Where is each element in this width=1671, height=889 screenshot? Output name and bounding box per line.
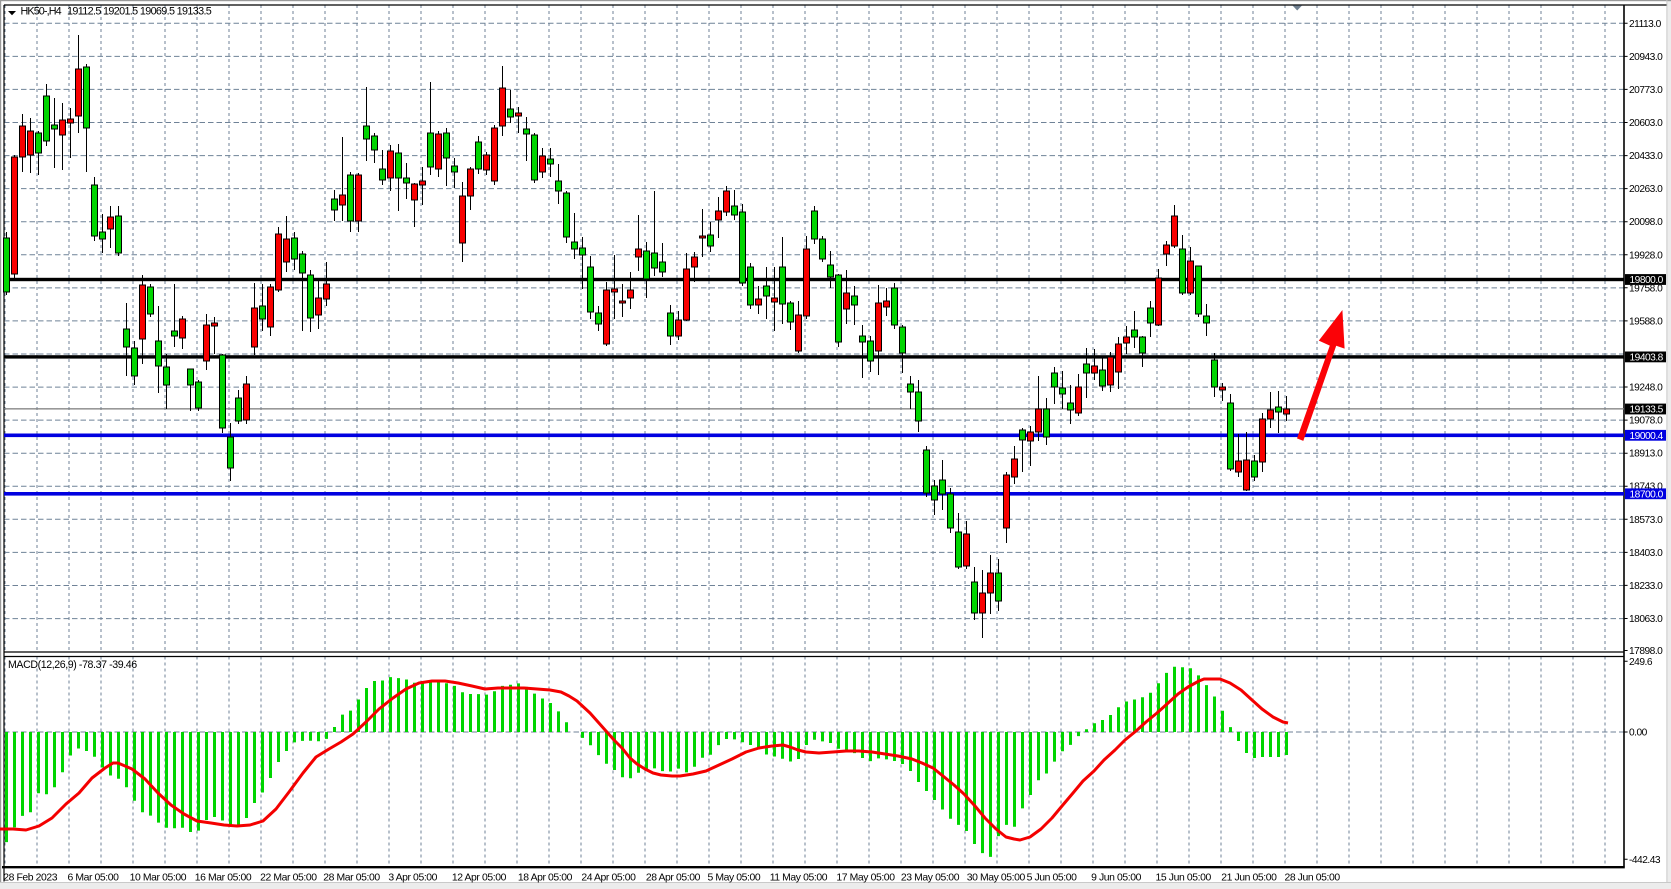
svg-text:18063.0: 18063.0 [1629, 614, 1663, 625]
svg-text:20098.0: 20098.0 [1629, 217, 1663, 228]
svg-text:-442.43: -442.43 [1629, 855, 1661, 866]
svg-text:18403.0: 18403.0 [1629, 548, 1663, 559]
svg-text:19078.0: 19078.0 [1629, 416, 1663, 427]
svg-text:5 Jun 05:00: 5 Jun 05:00 [1027, 872, 1078, 883]
svg-text:MACD(12,26,9) -78.37 -39.46: MACD(12,26,9) -78.37 -39.46 [8, 659, 137, 671]
svg-text:20263.0: 20263.0 [1629, 184, 1663, 195]
svg-text:17 May 05:00: 17 May 05:00 [836, 872, 895, 883]
svg-text:21113.0: 21113.0 [1629, 19, 1662, 30]
svg-text:19800.0: 19800.0 [1630, 275, 1664, 286]
svg-text:19758.0: 19758.0 [1629, 283, 1663, 294]
svg-text:22 Mar 05:00: 22 Mar 05:00 [260, 872, 317, 883]
svg-text:HK50-,H4: HK50-,H4 [21, 6, 62, 18]
svg-text:12 Apr 05:00: 12 Apr 05:00 [452, 872, 507, 883]
svg-text:19248.0: 19248.0 [1629, 383, 1663, 394]
svg-text:19928.0: 19928.0 [1629, 250, 1663, 261]
svg-text:17898.0: 17898.0 [1629, 646, 1663, 657]
svg-text:18700.0: 18700.0 [1630, 489, 1664, 500]
svg-text:20943.0: 20943.0 [1629, 52, 1663, 63]
svg-text:20433.0: 20433.0 [1629, 151, 1663, 162]
svg-text:28 Feb 2023: 28 Feb 2023 [3, 872, 58, 883]
svg-text:18 Apr 05:00: 18 Apr 05:00 [518, 872, 573, 883]
svg-text:19403.8: 19403.8 [1630, 353, 1664, 364]
svg-text:19112.5 19201.5 19069.5 19133.: 19112.5 19201.5 19069.5 19133.5 [67, 6, 212, 18]
svg-text:24 Apr 05:00: 24 Apr 05:00 [581, 872, 636, 883]
svg-text:19000.4: 19000.4 [1630, 431, 1664, 442]
svg-text:23 May 05:00: 23 May 05:00 [901, 872, 960, 883]
svg-text:0.00: 0.00 [1629, 728, 1648, 739]
svg-text:18573.0: 18573.0 [1629, 515, 1663, 526]
svg-text:16 Mar 05:00: 16 Mar 05:00 [195, 872, 252, 883]
svg-text:5 May 05:00: 5 May 05:00 [708, 872, 761, 883]
svg-text:28 Jun 05:00: 28 Jun 05:00 [1284, 872, 1340, 883]
svg-text:19133.5: 19133.5 [1630, 405, 1664, 416]
svg-text:15 Jun 05:00: 15 Jun 05:00 [1156, 872, 1212, 883]
svg-text:20773.0: 20773.0 [1629, 85, 1663, 96]
svg-text:20603.0: 20603.0 [1629, 118, 1663, 129]
svg-text:28 Mar 05:00: 28 Mar 05:00 [323, 872, 380, 883]
svg-text:10 Mar 05:00: 10 Mar 05:00 [130, 872, 187, 883]
svg-text:11 May 05:00: 11 May 05:00 [770, 872, 828, 883]
svg-text:18233.0: 18233.0 [1629, 581, 1663, 592]
svg-text:9 Jun 05:00: 9 Jun 05:00 [1091, 872, 1142, 883]
svg-text:21 Jun 05:00: 21 Jun 05:00 [1221, 872, 1277, 883]
svg-text:249.6: 249.6 [1629, 657, 1653, 668]
svg-text:30 May 05:00: 30 May 05:00 [967, 872, 1026, 883]
svg-text:19588.0: 19588.0 [1629, 316, 1663, 327]
svg-text:3 Apr 05:00: 3 Apr 05:00 [388, 872, 437, 883]
svg-text:6 Mar 05:00: 6 Mar 05:00 [67, 872, 119, 883]
svg-text:18743.0: 18743.0 [1629, 482, 1663, 493]
svg-text:18913.0: 18913.0 [1629, 449, 1663, 460]
svg-text:28 Apr 05:00: 28 Apr 05:00 [646, 872, 701, 883]
